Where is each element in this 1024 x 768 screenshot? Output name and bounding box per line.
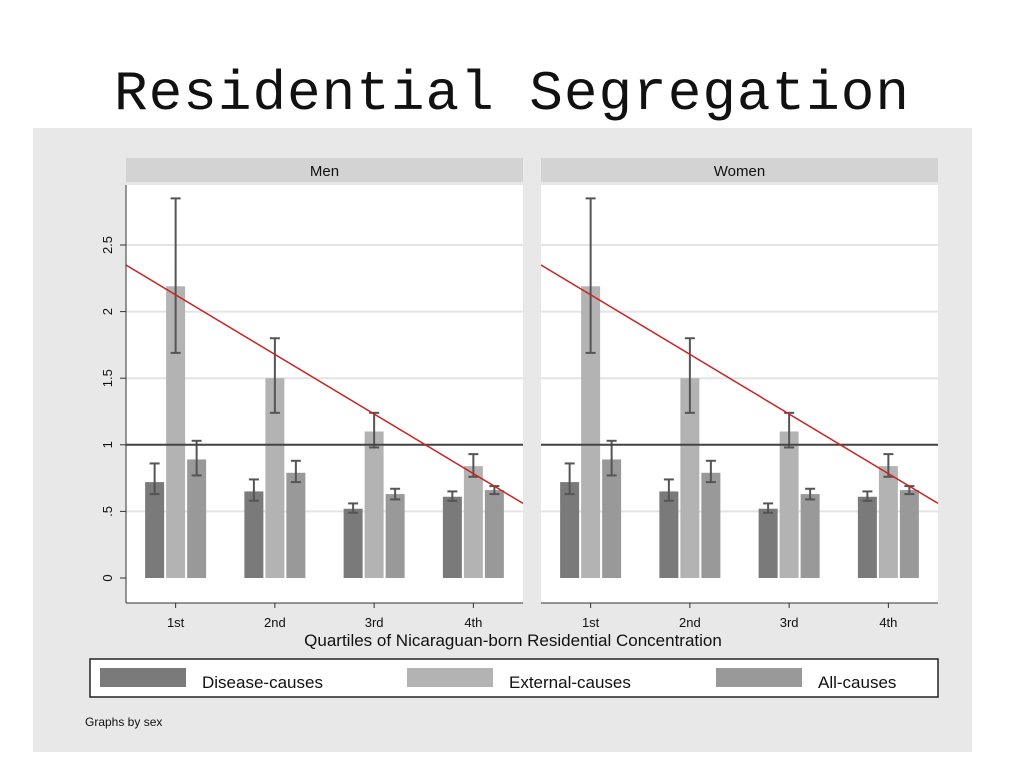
plot-region-women <box>541 185 938 603</box>
x-tick-label: 1st <box>167 615 185 630</box>
legend-swatch <box>716 668 802 687</box>
bar <box>659 491 679 578</box>
bar <box>145 482 165 578</box>
bar <box>463 466 483 578</box>
chart-figure: Men 1st 2nd 3rd 4th Women 1st 2nd 3rd 4th 0 .5 1 1.5 2… <box>33 128 972 752</box>
legend-label: External-causes <box>509 673 631 692</box>
bar <box>442 496 462 578</box>
bar <box>244 491 264 578</box>
bar <box>364 431 384 578</box>
x-tick-label: 4th <box>464 615 482 630</box>
bar <box>602 459 622 578</box>
trend-line <box>125 264 524 505</box>
bar <box>286 472 306 578</box>
bar <box>187 459 207 578</box>
bar <box>581 286 601 578</box>
chart-note: Graphs by sex <box>85 715 162 729</box>
bar <box>343 508 363 578</box>
panel-strip-women <box>541 158 938 182</box>
y-tick-label: 1.5 <box>100 369 115 387</box>
bar <box>560 482 580 578</box>
bar <box>758 508 778 578</box>
legend-label: Disease-causes <box>202 673 323 692</box>
panel-strip-men <box>126 158 523 182</box>
y-tick-label: 2.5 <box>100 236 115 254</box>
bar <box>680 378 700 578</box>
x-tick-label: 1st <box>582 615 600 630</box>
x-tick-label: 2nd <box>264 615 286 630</box>
bar <box>166 286 186 578</box>
trend-line <box>540 264 939 505</box>
x-tick-label: 2nd <box>679 615 701 630</box>
bar <box>878 466 898 578</box>
bar <box>484 490 504 578</box>
bar <box>899 490 919 578</box>
x-tick-label: 3rd <box>365 615 384 630</box>
y-tick-label: .5 <box>100 506 115 517</box>
bar <box>385 494 405 578</box>
panel-label: Men <box>310 163 339 180</box>
bar <box>800 494 820 578</box>
legend-swatch <box>100 668 186 687</box>
y-tick-label: 0 <box>100 574 115 581</box>
x-axis-title: Quartiles of Nicaraguan-born Residential… <box>304 631 722 650</box>
plot-region-men <box>126 185 523 603</box>
legend-label: All-causes <box>818 673 896 692</box>
bar <box>701 472 721 578</box>
legend-swatch <box>407 668 493 687</box>
x-tick-label: 4th <box>879 615 897 630</box>
bar <box>265 378 285 578</box>
bar <box>857 496 877 578</box>
bar <box>779 431 799 578</box>
chart: Men 1st 2nd 3rd 4th Women 1st 2nd 3rd 4th 0 .5 1 1.5 2… <box>85 158 939 729</box>
slide-title: Residential Segregation <box>114 62 910 126</box>
y-tick-label: 2 <box>100 308 115 315</box>
panel-label: Women <box>714 163 765 180</box>
x-tick-label: 3rd <box>780 615 799 630</box>
y-tick-label: 1 <box>100 441 115 448</box>
